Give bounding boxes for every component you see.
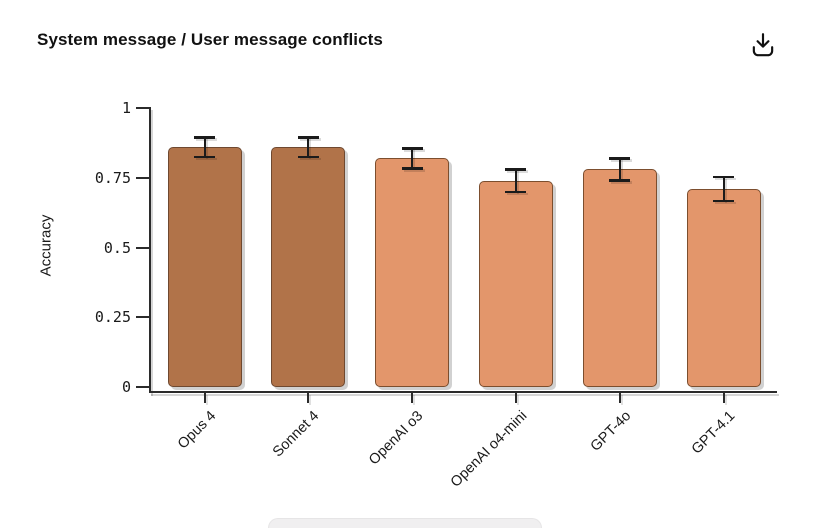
error-bar-gpt-4o [618, 158, 621, 181]
y-axis-line [149, 107, 151, 393]
x-tick-sonnet-4 [307, 393, 310, 403]
error-cap-bottom-openai-o3 [401, 167, 423, 170]
y-tick-label-0-75: 0.75 [94, 168, 131, 187]
download-button[interactable] [746, 29, 780, 63]
x-tick-gpt-4o [618, 393, 621, 403]
error-cap-top-openai-o3 [401, 147, 423, 150]
error-cap-top-gpt-4-1 [713, 175, 734, 179]
x-tick-openai-o4-mini [514, 393, 517, 403]
error-cap-top-openai-o4-mini [505, 168, 527, 171]
y-tick-label-1: 1 [121, 99, 131, 117]
y-tick-0-5 [136, 246, 150, 249]
y-tick-label-0-5: 0.5 [103, 238, 131, 257]
error-cap-top-sonnet-4 [297, 136, 319, 139]
error-bar-openai-o3 [411, 148, 414, 169]
error-bar-sonnet-4 [307, 137, 310, 157]
error-bar-opus-4 [203, 137, 206, 157]
bar-openai-o3 [375, 158, 450, 387]
y-tick-0-75 [136, 176, 150, 179]
bar-openai-o4-mini [478, 180, 553, 387]
y-tick-label-0-25: 0.25 [94, 308, 131, 327]
y-tick-1 [136, 107, 150, 109]
error-cap-top-opus-4 [194, 136, 215, 139]
x-tick-openai-o3 [411, 393, 414, 403]
error-bar-gpt-4-1 [722, 176, 725, 201]
x-axis-line [149, 391, 777, 393]
error-bar-openai-o4-mini [514, 169, 517, 192]
y-tick-0 [136, 386, 150, 388]
error-cap-bottom-openai-o4-mini [505, 190, 527, 194]
bar-sonnet-4 [271, 147, 346, 387]
y-tick-0-25 [136, 316, 150, 319]
bottom-panel-edge [268, 518, 542, 528]
error-cap-bottom-gpt-4-1 [713, 199, 734, 203]
x-tick-gpt-4-1 [722, 393, 725, 403]
x-tick-opus-4 [203, 393, 206, 403]
bar-gpt-4o [582, 169, 657, 387]
chart-title: System message / User message conflicts [37, 30, 383, 49]
error-cap-bottom-sonnet-4 [297, 155, 319, 159]
bar-opus-4 [167, 147, 242, 387]
y-tick-label-0: 0 [121, 378, 131, 396]
error-cap-bottom-gpt-4o [609, 179, 631, 182]
error-cap-top-gpt-4o [609, 157, 631, 160]
bar-gpt-4-1 [686, 188, 761, 387]
x-tick-label-opus-4: Opus 4 [174, 408, 219, 453]
error-cap-bottom-opus-4 [194, 155, 215, 159]
download-icon [752, 33, 774, 57]
